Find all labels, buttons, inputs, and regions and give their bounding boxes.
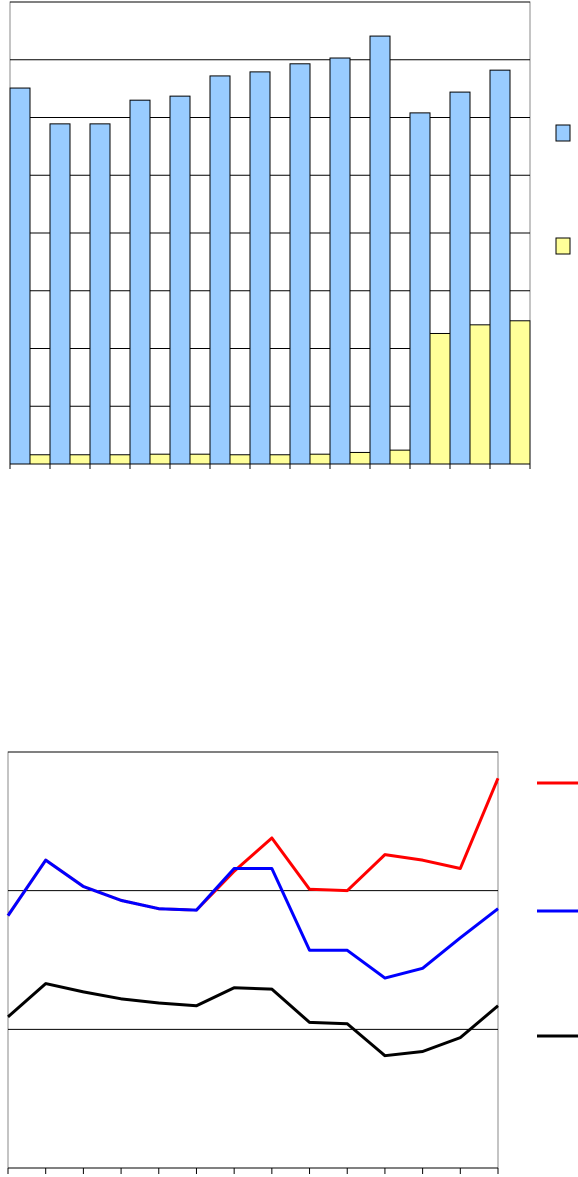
bar	[449, 91, 471, 465]
bar	[389, 449, 411, 465]
bar	[189, 453, 211, 465]
bar	[429, 332, 451, 465]
bar	[409, 112, 431, 465]
plot-area	[7, 751, 499, 1169]
bar	[69, 454, 91, 465]
legend-swatch	[555, 124, 571, 142]
bar	[89, 123, 111, 465]
bar	[49, 123, 71, 465]
bar	[129, 99, 151, 465]
bar	[9, 87, 31, 465]
bar	[169, 95, 191, 465]
bar	[369, 35, 391, 465]
line	[6, 858, 499, 980]
bar	[209, 75, 231, 465]
legend-swatch	[555, 237, 571, 255]
bar	[249, 71, 271, 465]
bar	[29, 454, 51, 465]
bar	[329, 57, 351, 465]
bar	[469, 324, 491, 465]
bar	[149, 453, 171, 465]
line	[7, 982, 499, 1058]
bar	[309, 453, 331, 465]
bar	[109, 454, 131, 465]
bar	[289, 63, 311, 465]
bar	[229, 454, 251, 465]
bar	[489, 69, 511, 465]
bar	[269, 454, 291, 465]
bar	[349, 451, 371, 465]
bar	[509, 320, 531, 465]
